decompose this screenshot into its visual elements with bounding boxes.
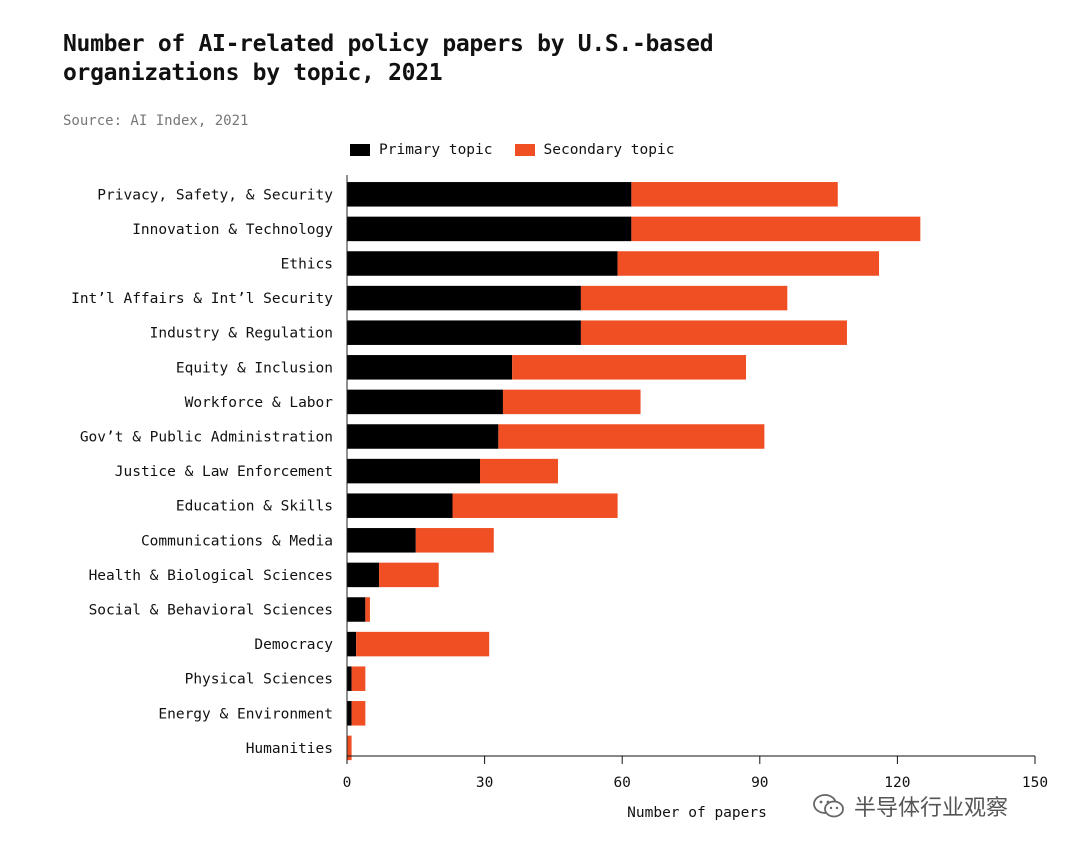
category-label: Industry & Regulation	[150, 326, 333, 342]
bar-primary	[347, 216, 632, 242]
bar-primary	[347, 424, 499, 449]
category-label: Gov’t & Public Administration	[80, 430, 333, 446]
watermark: 半导体行业观察	[812, 790, 1008, 822]
category-label: Humanities	[246, 741, 333, 757]
category-label: Social & Behavioral Sciences	[89, 603, 333, 619]
bar-secondary	[580, 320, 847, 345]
category-label: Communications & Media	[141, 533, 333, 549]
wechat-icon	[813, 794, 844, 818]
chart-title: Number of AI-related policy papers by U.…	[63, 30, 823, 88]
bar-primary	[347, 701, 352, 726]
legend-swatch-primary	[350, 144, 370, 156]
legend-label-primary: Primary topic	[379, 142, 493, 158]
x-tick-label: 0	[343, 775, 352, 791]
bar-primary	[347, 251, 618, 276]
x-tick-label: 30	[476, 775, 493, 791]
category-label: Privacy, Safety, & Security	[97, 187, 333, 203]
bar-primary	[347, 666, 352, 691]
category-label: Int’l Affairs & Int’l Security	[71, 291, 333, 307]
x-axis-title: Number of papers	[627, 805, 767, 821]
bar-primary	[347, 320, 581, 345]
legend-label-secondary: Secondary topic	[543, 142, 675, 158]
bar-secondary	[452, 493, 618, 518]
category-label: Innovation & Technology	[132, 222, 333, 238]
bar-secondary	[580, 285, 788, 311]
bar-primary	[347, 631, 357, 657]
bar-primary	[347, 389, 503, 415]
bar-primary	[347, 458, 481, 484]
category-label: Ethics	[281, 257, 333, 273]
bar-secondary	[631, 216, 921, 242]
category-label: Physical Sciences	[185, 672, 333, 688]
bar-primary	[347, 597, 366, 622]
bar-secondary	[351, 666, 366, 691]
bar-primary	[347, 562, 380, 588]
legend-item-primary: Primary topic	[350, 142, 493, 158]
bar-secondary	[365, 597, 370, 622]
bar-secondary	[631, 182, 838, 207]
bar-secondary	[415, 528, 494, 553]
chart-source: Source: AI Index, 2021	[63, 113, 249, 129]
chart-title-line1: Number of AI-related policy papers by U.…	[63, 31, 714, 57]
bar-secondary	[480, 458, 558, 484]
watermark-text: 半导体行业观察	[854, 796, 1009, 821]
category-label: Equity & Inclusion	[176, 360, 333, 376]
category-label: Justice & Law Enforcement	[115, 464, 333, 480]
bar-secondary	[512, 355, 747, 380]
bar-secondary	[498, 424, 765, 449]
bar-secondary	[617, 251, 880, 276]
category-label: Democracy	[254, 637, 333, 653]
chart-title-line2: organizations by topic, 2021	[63, 60, 443, 86]
legend-item-secondary: Secondary topic	[514, 142, 675, 158]
x-tick-label: 150	[1022, 775, 1048, 791]
bar-primary	[347, 182, 632, 207]
bar-primary	[347, 285, 581, 311]
category-label: Education & Skills	[176, 499, 333, 515]
chart-legend: Primary topic Secondary topic	[350, 142, 696, 158]
x-tick-label: 60	[613, 775, 630, 791]
bar-secondary	[347, 735, 352, 761]
legend-swatch-secondary	[514, 144, 535, 156]
bar-secondary	[379, 562, 439, 588]
x-tick-label: 120	[884, 775, 910, 791]
bar-secondary	[351, 701, 366, 726]
bar-primary	[347, 355, 513, 380]
bar-primary	[347, 528, 416, 553]
bar-secondary	[356, 631, 490, 657]
bar-secondary	[502, 389, 641, 415]
category-label: Health & Biological Sciences	[89, 568, 333, 584]
category-label: Energy & Environment	[158, 706, 333, 722]
bar-primary	[347, 493, 453, 518]
x-tick-label: 90	[751, 775, 768, 791]
category-label: Workforce & Labor	[185, 395, 334, 411]
